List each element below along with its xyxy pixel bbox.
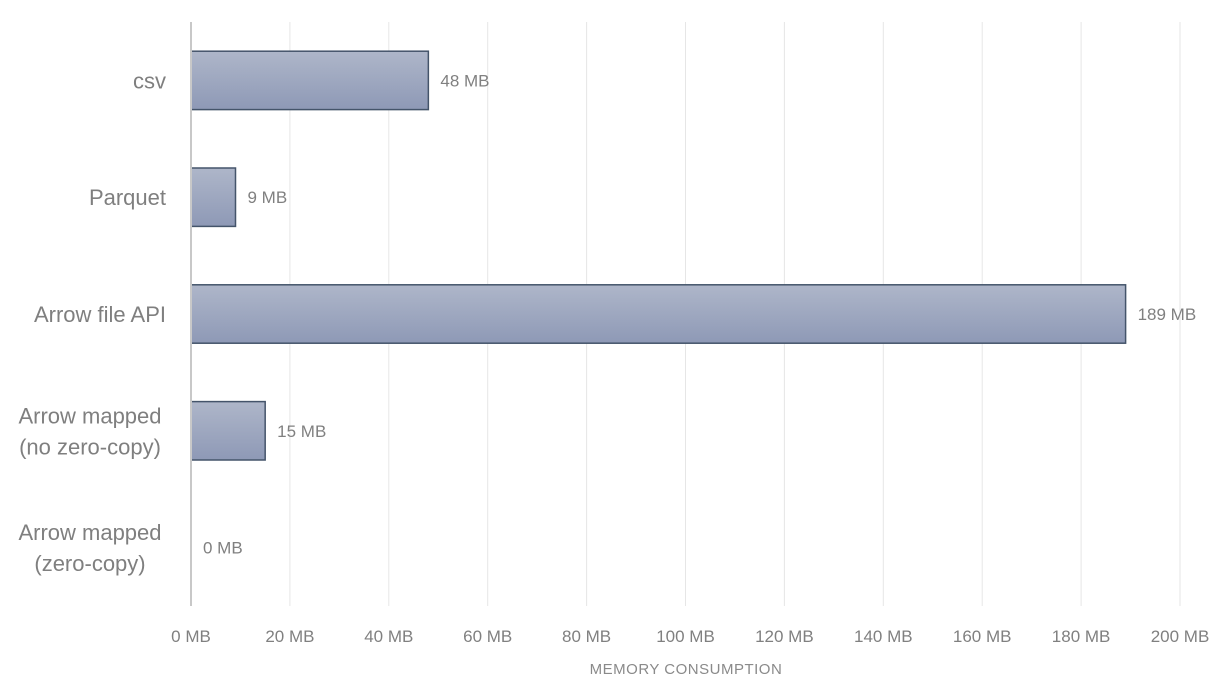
category-label-line: (no zero-copy) <box>19 434 161 459</box>
x-tick-label: 60 MB <box>463 627 512 646</box>
bars <box>190 50 1127 461</box>
category-label-line: Arrow file API <box>34 302 166 327</box>
category-label: Parquet <box>89 185 166 210</box>
category-label: Arrow file API <box>34 302 166 327</box>
category-label-line: Arrow mapped <box>18 520 161 545</box>
data-label: 15 MB <box>277 422 326 441</box>
x-tick-label: 160 MB <box>953 627 1012 646</box>
x-tick-label: 140 MB <box>854 627 913 646</box>
category-label-line: Arrow mapped <box>18 403 161 428</box>
data-label: 0 MB <box>203 539 243 558</box>
bar <box>190 167 237 228</box>
category-label: Arrow mapped (zero-copy) <box>18 520 161 576</box>
data-label: 48 MB <box>440 71 489 90</box>
bar <box>190 400 266 461</box>
x-tick-label: 120 MB <box>755 627 814 646</box>
category-label-line: (zero-copy) <box>34 551 145 576</box>
x-tick-label: 80 MB <box>562 627 611 646</box>
labels: 0 MB 20 MB 40 MB 60 MB 80 MB 100 MB 120 MB 140 … <box>18 68 1209 646</box>
data-label: 189 MB <box>1138 305 1197 324</box>
x-tick-label: 20 MB <box>265 627 314 646</box>
data-label: 9 MB <box>248 188 288 207</box>
x-axis-title: MEMORY CONSUMPTION <box>590 661 783 678</box>
x-tick-label: 40 MB <box>364 627 413 646</box>
category-label: csv <box>133 68 166 93</box>
category-label: Arrow mapped (no zero-copy) <box>18 403 161 459</box>
category-label-line: csv <box>133 68 166 93</box>
bar <box>190 284 1127 344</box>
x-tick-label: 180 MB <box>1052 627 1111 646</box>
category-label-line: Parquet <box>89 185 166 210</box>
x-tick-label: 100 MB <box>656 627 715 646</box>
bar <box>190 50 430 111</box>
x-tick-label: 0 MB <box>171 627 211 646</box>
x-tick-label: 200 MB <box>1151 627 1210 646</box>
